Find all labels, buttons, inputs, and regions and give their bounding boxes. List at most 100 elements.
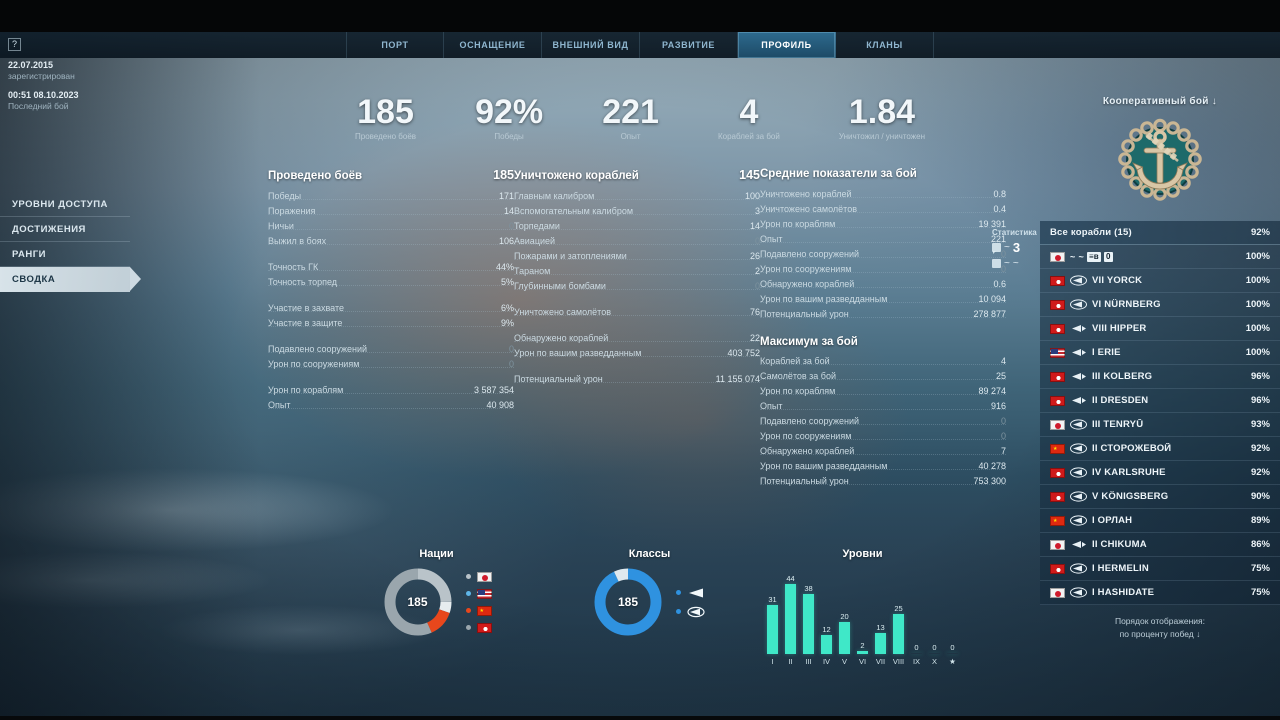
flag-jp-icon [1050,419,1065,430]
bar-value-label: 0 [914,643,919,652]
tab-profile[interactable]: ПРОФИЛЬ [738,32,836,58]
bar-tick-label: III [805,657,812,666]
max-per-battle-title: Максимум за бой [760,336,858,348]
row-value: 19 391 [978,219,1006,229]
screenshot-icon[interactable] [992,259,1001,268]
row-value: 40 908 [486,400,514,410]
table-row: Уничтожено кораблей 0.8 [760,187,1006,202]
sidebar-item-achievements[interactable]: ДОСТИЖЕНИЯ [0,217,130,242]
anchor-chain-emblem [1040,115,1280,207]
bar-tick-label: VIII [892,657,905,666]
ship-row[interactable]: VIII HIPPER 100% [1040,317,1280,341]
tab-appearance[interactable]: ВНЕШНИЙ ВИД [542,32,640,58]
ship-winrate: 96% [1250,371,1270,382]
destroyer-icon [1070,347,1087,358]
tab-port[interactable]: ПОРТ [346,32,444,58]
sidebar-item-summary[interactable]: СВОДКА [0,267,141,292]
tab-equipment[interactable]: ОСНАЩЕНИЕ [444,32,542,58]
ship-winrate: 93% [1250,419,1270,430]
ships-destroyed-value: 145 [739,168,760,182]
bar [821,634,832,654]
sidebar-item-ranks[interactable]: РАНГИ [0,242,130,267]
hover-badge: ≡в [1086,251,1101,262]
ship-list-header[interactable]: Все корабли (15) 92% [1040,221,1280,245]
row-value: 5% [500,277,514,287]
kpi-ships-per-battle-label: Кораблей за бой [717,132,780,142]
bar-value-label: 2 [860,640,865,650]
sidebar-item-access-levels[interactable]: УРОВНИ ДОСТУПА [0,192,130,217]
ship-row[interactable]: II CHIKUMA 86% [1040,533,1280,557]
ship-row[interactable]: I HERMELIN 75% [1040,557,1280,581]
ship-row[interactable]: VI NÜRNBERG 100% [1040,293,1280,317]
tab-development[interactable]: РАЗВИТИЕ [640,32,738,58]
ship-row[interactable]: III TENRYŪ 93% [1040,413,1280,437]
row-value: 0 [508,359,514,369]
flag-de-icon [1050,275,1065,286]
table-row: Глубинными бомбами 0 [514,279,760,294]
ship-row[interactable]: ★ II СТОРОЖЕВОЙ 92% [1040,437,1280,461]
bar-tick-label: V [841,657,847,666]
table-row: Потенциальный урон 11 155 074 [514,372,760,387]
spacer [514,320,760,331]
tab-clans[interactable]: КЛАНЫ [836,32,934,58]
table-row: Потенциальный урон 753 300 [760,474,1006,489]
row-value: 14 [503,206,514,216]
bar [839,622,850,654]
battle-mode-selector[interactable]: Кооперативный бой ↓ [1040,96,1280,107]
row-value: 221 [990,234,1006,244]
classes-donut-center: 185 [617,595,639,609]
ship-row-hovered[interactable]: ~ ~ ≡в 0 100% [1040,245,1280,269]
row-value: 278 877 [973,309,1006,319]
wave-glyph: ~ [1004,258,1010,269]
statistics-label: Статистика [992,228,1037,237]
ship-name: VI NÜRNBERG [1092,299,1161,310]
ship-row[interactable]: IV KARLSRUHE 92% [1040,461,1280,485]
row-key: Урон по сооружениям [268,359,360,369]
row-key: Обнаружено кораблей [514,333,609,343]
row-value: 2 [754,266,760,276]
ship-row[interactable]: I ERIE 100% [1040,341,1280,365]
table-row: Опыт 916 [760,399,1006,414]
kpi-winrate-label: Победы [494,132,524,142]
bar-value-label: 31 [768,594,777,604]
chart-classes: Классы 185 [543,548,756,666]
ship-name: II CHIKUMA [1092,539,1147,550]
flag-cn-icon: ★ [1050,515,1065,526]
question-icon[interactable]: ? [8,38,21,51]
table-row: Урон по сооружениям 0 [760,262,1006,277]
bar-value-label: 44 [786,574,795,583]
spacer [514,294,760,305]
cruiser-icon [1070,275,1087,286]
ship-row[interactable]: I HASHIDATE 75% [1040,581,1280,605]
ship-row[interactable]: II DRESDEN 96% [1040,389,1280,413]
row-key: Обнаружено кораблей [760,279,855,289]
row-key: Авиацией [514,236,556,246]
ship-row[interactable]: ★ I ОРЛАН 89% [1040,509,1280,533]
table-row: Торпедами 14 [514,219,760,234]
classes-legend [676,587,707,618]
row-key: Обнаружено кораблей [760,446,855,456]
bar-column: 44 [784,566,798,654]
ship-row[interactable]: V KÖNIGSBERG 90% [1040,485,1280,509]
row-value: 11 155 074 [715,374,760,384]
headline-kpis: 185 Проведено боёв 92% Победы 221 Опыт 4… [355,93,925,142]
chat-icon[interactable] [992,243,1001,254]
table-row: Уничтожено самолётов 76 [514,305,760,320]
donut-slice [384,568,451,636]
row-value: 0 [1000,431,1006,441]
row-value: 0.8 [993,189,1006,199]
table-row: Поражения 14 [268,204,514,219]
last-battle-date: 00:51 08.10.2023 [8,89,79,100]
bar-column: 31 [766,566,780,654]
ship-row[interactable]: VII YORCK 100% [1040,269,1280,293]
kpi-xp-value: 221 [602,93,659,131]
ship-row[interactable]: III KOLBERG 96% [1040,365,1280,389]
sort-order-control[interactable]: Порядок отображения: по проценту побед ↓ [1040,615,1280,641]
nations-donut: 185 [382,566,454,638]
statistics-icons-row-1: ~ 3 [992,240,1050,255]
kpi-battles-value: 185 [357,93,414,131]
legend-dot-china [465,608,471,613]
row-key: Торпедами [514,221,560,231]
ship-name: II СТОРОЖЕВОЙ [1092,443,1172,454]
